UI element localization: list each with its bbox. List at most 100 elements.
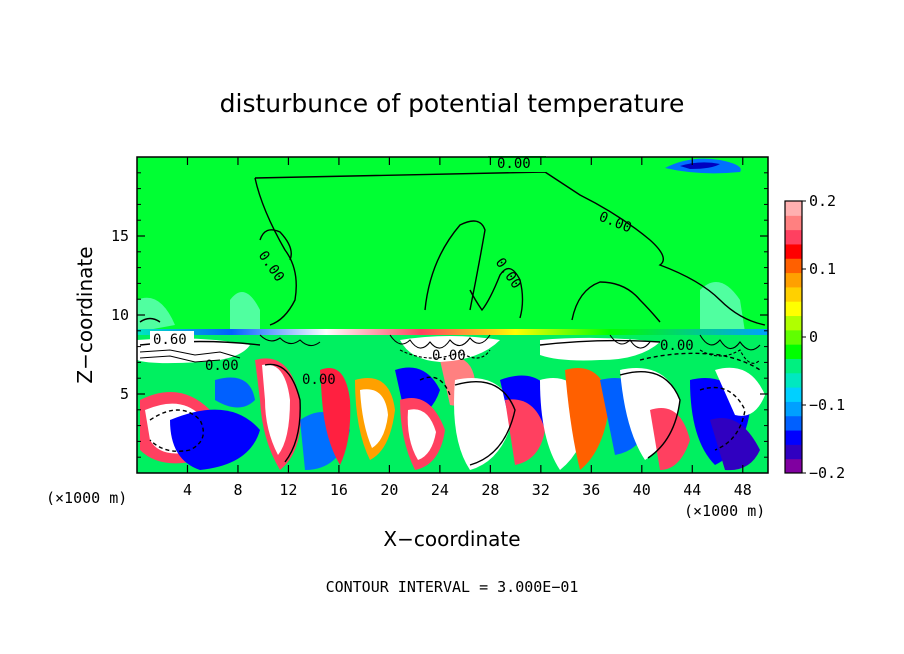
contour-solid-lower xyxy=(539,339,661,346)
x-unit-left: (×1000 m) xyxy=(46,489,127,507)
colorbar-swatch xyxy=(785,444,802,460)
label-mask xyxy=(488,156,546,172)
inversion-contour-cluster xyxy=(139,334,761,364)
contour-dashed xyxy=(639,352,761,371)
x-axis-label: X−coordinate xyxy=(383,527,520,551)
colorbar-swatch xyxy=(785,329,802,345)
x-tick-label: 40 xyxy=(633,481,651,499)
x-tick-label: 16 xyxy=(330,481,348,499)
contour-zero-upper xyxy=(254,177,297,326)
x-tick-label: 44 xyxy=(683,481,701,499)
blob-warm xyxy=(320,368,351,465)
blob-warm xyxy=(565,368,610,470)
x-axis-ticks: 4 8 12 16 20 24 28 32 36 40 44 48 xyxy=(183,157,752,499)
cluster-lines xyxy=(399,349,491,359)
plot-area xyxy=(137,157,768,473)
colorbar-swatch xyxy=(785,315,802,331)
contour-lines xyxy=(139,171,766,466)
contour-zero-upper xyxy=(254,171,766,326)
colorbar-tick-label: −0.2 xyxy=(809,464,845,482)
contour-dashed xyxy=(149,409,204,452)
contour-label: 0.00 xyxy=(302,372,336,388)
blob-neutral xyxy=(407,409,436,460)
colorbar-swatch xyxy=(785,415,802,431)
x-tick-label: 20 xyxy=(380,481,398,499)
y-axis-ticks: 5 10 15 xyxy=(111,172,768,458)
y-tick-label: 10 xyxy=(111,306,129,324)
colorbar-swatch xyxy=(785,358,802,374)
contour-zero-upper xyxy=(571,281,661,323)
contour-solid-lower xyxy=(454,381,516,466)
contour-solid-lower xyxy=(619,371,681,459)
cluster-lines xyxy=(389,334,491,349)
blob-neutral xyxy=(715,367,765,416)
colorbar-swatch xyxy=(785,201,802,216)
blob-cool xyxy=(710,418,760,471)
contour-dashed xyxy=(699,386,746,451)
y-tick-label: 5 xyxy=(120,385,129,403)
colorbar-swatch xyxy=(785,372,802,388)
colorbar: 0.2 0.1 0 −0.1 −0.2 xyxy=(784,192,845,482)
colorbar-swatch xyxy=(785,243,802,259)
colorbar-swatch xyxy=(785,458,802,474)
colorbar-swatch xyxy=(785,430,802,445)
y-axis-label: Z−coordinate xyxy=(73,246,97,383)
contour-label: 0.00 xyxy=(432,348,466,364)
upper-layer-pale-patch xyxy=(230,292,260,332)
cluster-lines xyxy=(139,349,241,359)
contour-label-top: 0.00 xyxy=(497,156,531,172)
x-tick-label: 32 xyxy=(532,481,550,499)
contour-solid-lower xyxy=(264,363,301,463)
colorbar-tick-label: −0.1 xyxy=(809,396,845,414)
colorbar-tick-label: 0.1 xyxy=(809,260,836,278)
blob-warm xyxy=(505,399,545,465)
contour-label: 0.00 xyxy=(660,338,694,354)
x-tick-label: 48 xyxy=(734,481,752,499)
x-tick-label: 36 xyxy=(582,481,600,499)
cluster-lines xyxy=(699,334,761,351)
colorbar-swatch xyxy=(785,301,802,317)
blob-neutral xyxy=(262,364,290,455)
colorbar-swatch xyxy=(785,215,802,231)
contour-interval-note: CONTOUR INTERVAL = 3.000E−01 xyxy=(326,578,579,596)
x-tick-label: 28 xyxy=(481,481,499,499)
blob-warm xyxy=(650,408,690,470)
contour-label: 0.60 xyxy=(153,332,187,348)
contour-label: 0.00 xyxy=(205,358,239,374)
colorbar-swatch xyxy=(785,344,802,359)
contour-zero-upper xyxy=(139,317,161,323)
inversion-band xyxy=(137,329,768,335)
colorbar-swatch xyxy=(785,258,802,274)
colorbar-swatch xyxy=(785,286,802,302)
colorbar-tick-label: 0.2 xyxy=(809,192,836,210)
blob-neutral xyxy=(360,389,388,448)
blob-neutral xyxy=(454,378,515,470)
colorbar-tick-label: 0 xyxy=(809,328,818,346)
contour-zero-upper xyxy=(424,220,486,311)
x-tick-label: 24 xyxy=(431,481,449,499)
upper-layer-pale-patch xyxy=(137,297,175,332)
y-tick-label: 15 xyxy=(111,227,129,245)
top-edge-cool-patch xyxy=(680,162,720,169)
label-mask xyxy=(150,331,194,346)
x-unit-right: (×1000 m) xyxy=(684,502,765,520)
contour-dashed xyxy=(419,376,451,396)
contour-zero-upper xyxy=(469,267,524,319)
cluster-lines xyxy=(699,349,761,364)
cluster-lines xyxy=(609,334,651,349)
x-tick-label: 4 xyxy=(183,481,192,499)
blob-cool xyxy=(215,377,255,408)
cluster-lines xyxy=(139,355,221,363)
colorbar-swatch xyxy=(785,401,802,417)
x-tick-label: 12 xyxy=(279,481,297,499)
cluster-lines xyxy=(259,334,321,347)
x-tick-label: 8 xyxy=(233,481,242,499)
lower-layer-blobs xyxy=(137,336,765,471)
blob-neutral xyxy=(540,337,660,361)
blob-cool xyxy=(170,409,260,470)
colorbar-swatch xyxy=(785,272,802,288)
contour-zero-upper xyxy=(259,229,292,261)
chart-title: disturbunce of potential temperature xyxy=(220,89,685,118)
colorbar-swatch xyxy=(785,387,802,402)
